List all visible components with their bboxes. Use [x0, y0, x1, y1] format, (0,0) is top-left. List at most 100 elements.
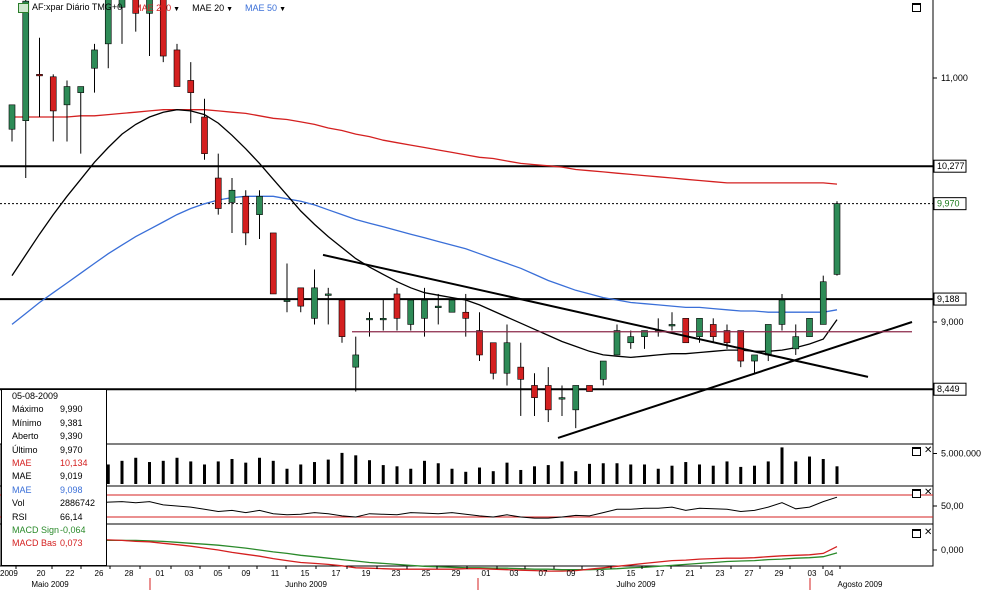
date-label: 09 [242, 569, 251, 578]
candle-body [283, 299, 291, 302]
volume-bar [766, 461, 770, 484]
volume-bar [491, 471, 495, 484]
macd-base-line [11, 538, 838, 572]
indicator-ema200[interactable]: MAE 200 ▼ [134, 3, 180, 13]
candle-body [572, 385, 580, 411]
candle-body [311, 287, 318, 319]
close-icon[interactable]: ✕ [924, 527, 933, 538]
macd-signal-line [11, 539, 838, 571]
date-label: 23 [716, 569, 725, 578]
volume-bar [753, 465, 756, 484]
indicator-ema50[interactable]: MAE 50 ▼ [245, 3, 286, 13]
candle-body [462, 311, 470, 319]
maximize-icon[interactable] [912, 447, 921, 456]
candle-body [476, 330, 483, 356]
volume-bar [615, 463, 619, 484]
volume-bar [794, 461, 798, 484]
candle-body [627, 336, 635, 344]
date-axis: 2009 20 22 26 28 01 03 05 09 11 15 17 19 23 25 29 01 03 07… [0, 566, 883, 590]
candle-body [269, 232, 277, 295]
symbol-selector[interactable]: AF:xpar Diário TMG+0 [18, 2, 122, 13]
maximize-icon[interactable] [912, 3, 921, 12]
info-value: 9,019 [60, 471, 83, 482]
volume-bar [285, 468, 289, 484]
month-label: Junho 2009 [285, 580, 327, 589]
volume-bar [450, 468, 454, 484]
close-icon[interactable]: ✕ [924, 487, 933, 498]
candle-body [544, 385, 552, 411]
volume-bar [574, 471, 578, 484]
info-panel: 05-08-2009 Máximo 9,990 Mínimo 9,381 Aberto 9… [1, 389, 107, 566]
info-label: MAE [12, 457, 32, 468]
info-row: Vol 2886742 [2, 497, 106, 510]
candle-body [558, 397, 566, 400]
volume-bar [808, 456, 811, 484]
rsi-line [11, 496, 838, 519]
date-label: 04 [825, 569, 834, 578]
indicator-ema20[interactable]: MAE 20 ▼ [192, 3, 233, 13]
volume-bar [464, 471, 468, 484]
candle-body [778, 299, 786, 325]
candle-body [366, 318, 373, 321]
candle-body [682, 318, 690, 344]
info-date: 05-08-2009 [12, 391, 59, 401]
volume-bar [725, 461, 729, 484]
indicator-label: MAE 200 [134, 2, 172, 13]
volume-bar [120, 460, 124, 484]
volume-bar [656, 468, 660, 484]
price-tick-label: 9,000 [941, 317, 964, 327]
month-label: Agosto 2009 [838, 580, 883, 589]
candle-body [599, 360, 607, 380]
macd-tick-label: 0,000 [941, 545, 964, 555]
maximize-icon[interactable] [912, 529, 921, 538]
maximize-icon[interactable] [912, 489, 921, 498]
volume-bar [368, 460, 371, 484]
level-label-box [933, 382, 967, 396]
indicator-label: MAE 50 [245, 2, 278, 13]
volume-bar [258, 457, 261, 484]
dropdown-arrow-icon: ▼ [226, 5, 234, 13]
date-label: 07 [539, 569, 548, 578]
candle-body [324, 293, 332, 296]
volume-bar [354, 455, 358, 484]
candle-body [22, 0, 30, 121]
date-label: 27 [745, 569, 754, 578]
volume-bar [739, 466, 743, 484]
level-label: 9,188 [937, 294, 960, 304]
candle-body [338, 299, 346, 337]
date-label: 25 [422, 569, 431, 578]
volume-bar [134, 457, 138, 484]
candle-body [503, 342, 511, 374]
date-label: 03 [808, 569, 817, 578]
date-label: 05 [214, 569, 223, 578]
resistance-trendline [322, 253, 869, 378]
candle-body [242, 196, 250, 234]
info-value: 10,134 [60, 457, 88, 468]
level-label-box [933, 292, 967, 306]
volume-bar [161, 460, 165, 484]
price-axis: 10,277 9,970 9,188 8,449 11,000 9,000 5.000.00… [933, 73, 981, 555]
volume-bar [313, 462, 316, 484]
volume-bar [230, 458, 234, 484]
info-label: MACD Sign [12, 524, 60, 535]
candle-body [531, 385, 538, 398]
volume-bar [175, 457, 179, 484]
close-icon[interactable]: ✕ [924, 445, 933, 456]
info-label: Vol [12, 498, 25, 509]
volume-bar [505, 462, 509, 484]
volume-bar [519, 469, 523, 484]
info-row: MAE 10,134 [2, 457, 106, 470]
info-value: 9,390 [60, 431, 83, 442]
month-label: Julho 2009 [616, 580, 656, 589]
date-label: 19 [362, 569, 371, 578]
info-row: Aberto 9,390 [2, 430, 106, 443]
candle-body [8, 104, 16, 130]
dropdown-arrow-icon: ▼ [173, 5, 181, 13]
info-value: 2886742 [60, 498, 96, 509]
candle-body [393, 293, 401, 319]
info-label: MAE [12, 471, 32, 482]
candle-body [819, 281, 827, 325]
candle-body [723, 330, 731, 344]
date-label: 13 [596, 569, 605, 578]
